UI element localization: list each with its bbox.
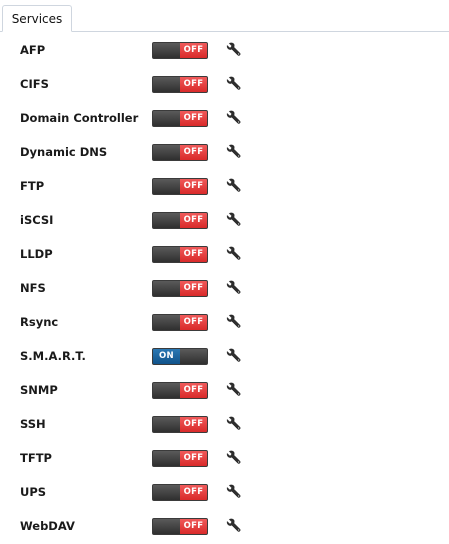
- toggle-knob: [153, 451, 181, 466]
- wrench-icon[interactable]: [226, 42, 242, 58]
- service-name: UPS: [20, 485, 47, 499]
- tab-bar: Services: [0, 0, 449, 32]
- service-name: S.M.A.R.T.: [20, 349, 86, 363]
- service-name: Rsync: [20, 315, 59, 329]
- toggle-state-label: OFF: [180, 383, 207, 398]
- service-toggle[interactable]: OFF: [152, 212, 208, 229]
- wrench-icon[interactable]: [226, 212, 242, 228]
- toggle-state-label: OFF: [180, 519, 207, 534]
- service-toggle[interactable]: OFF: [152, 280, 208, 297]
- toggle-knob: [153, 315, 181, 330]
- service-row-snmp: SNMP OFF: [0, 374, 449, 408]
- wrench-icon[interactable]: [226, 280, 242, 296]
- wrench-icon[interactable]: [226, 314, 242, 330]
- toggle-state-label: OFF: [180, 315, 207, 330]
- toggle-state-label: OFF: [180, 247, 207, 262]
- service-name: Domain Controller: [20, 111, 139, 125]
- service-toggle[interactable]: OFF: [152, 314, 208, 331]
- service-row-ups: UPS OFF: [0, 476, 449, 510]
- service-toggle[interactable]: ON: [152, 348, 208, 365]
- toggle-knob: [153, 77, 181, 92]
- toggle-state-label: OFF: [180, 111, 207, 126]
- wrench-icon[interactable]: [226, 484, 242, 500]
- toggle-knob: [153, 247, 181, 262]
- service-name: AFP: [20, 43, 46, 57]
- service-row-cifs: CIFS OFF: [0, 68, 449, 102]
- service-toggle[interactable]: OFF: [152, 76, 208, 93]
- service-name: SNMP: [20, 383, 58, 397]
- service-name: CIFS: [20, 77, 49, 91]
- service-row-s-m-a-r-t: S.M.A.R.T. ON: [0, 340, 449, 374]
- toggle-state-label: OFF: [180, 213, 207, 228]
- toggle-state-label: OFF: [180, 145, 207, 160]
- service-name: iSCSI: [20, 213, 54, 227]
- service-name: LLDP: [20, 247, 53, 261]
- toggle-state-label: OFF: [180, 43, 207, 58]
- wrench-icon[interactable]: [226, 518, 242, 534]
- service-toggle[interactable]: OFF: [152, 144, 208, 161]
- service-toggle[interactable]: OFF: [152, 382, 208, 399]
- wrench-icon[interactable]: [226, 76, 242, 92]
- service-row-dynamic-dns: Dynamic DNS OFF: [0, 136, 449, 170]
- toggle-state-label: OFF: [180, 485, 207, 500]
- service-toggle[interactable]: OFF: [152, 110, 208, 127]
- service-row-rsync: Rsync OFF: [0, 306, 449, 340]
- service-row-ftp: FTP OFF: [0, 170, 449, 204]
- service-name: SSH: [20, 417, 46, 431]
- toggle-knob: [153, 281, 181, 296]
- toggle-state-label: OFF: [180, 281, 207, 296]
- toggle-state-label: OFF: [180, 451, 207, 466]
- service-row-ssh: SSH OFF: [0, 408, 449, 442]
- service-row-domain-controller: Domain Controller OFF: [0, 102, 449, 136]
- service-row-webdav: WebDAV OFF: [0, 510, 449, 544]
- service-row-lldp: LLDP OFF: [0, 238, 449, 272]
- service-name: TFTP: [20, 451, 52, 465]
- wrench-icon[interactable]: [226, 450, 242, 466]
- service-row-nfs: NFS OFF: [0, 272, 449, 306]
- wrench-icon[interactable]: [226, 348, 242, 364]
- service-name: Dynamic DNS: [20, 145, 108, 159]
- toggle-knob: [153, 519, 181, 534]
- service-toggle[interactable]: OFF: [152, 246, 208, 263]
- toggle-knob: [153, 145, 181, 160]
- toggle-knob: [153, 383, 181, 398]
- toggle-state-label: ON: [153, 349, 180, 364]
- service-toggle[interactable]: OFF: [152, 178, 208, 195]
- service-toggle[interactable]: OFF: [152, 484, 208, 501]
- toggle-knob: [153, 485, 181, 500]
- toggle-state-label: OFF: [180, 417, 207, 432]
- toggle-knob: [153, 213, 181, 228]
- toggle-knob: [153, 179, 181, 194]
- service-toggle[interactable]: OFF: [152, 518, 208, 535]
- service-toggle[interactable]: OFF: [152, 416, 208, 433]
- service-toggle[interactable]: OFF: [152, 42, 208, 59]
- service-name: FTP: [20, 179, 45, 193]
- service-name: NFS: [20, 281, 46, 295]
- services-list: AFP OFF CIFS OFF Domain Controller OFF: [0, 34, 449, 544]
- wrench-icon[interactable]: [226, 110, 242, 126]
- service-name: WebDAV: [20, 519, 75, 533]
- wrench-icon[interactable]: [226, 416, 242, 432]
- service-row-tftp: TFTP OFF: [0, 442, 449, 476]
- toggle-state-label: OFF: [180, 179, 207, 194]
- service-row-iscsi: iSCSI OFF: [0, 204, 449, 238]
- tab-divider: [0, 31, 449, 32]
- service-toggle[interactable]: OFF: [152, 450, 208, 467]
- service-row-afp: AFP OFF: [0, 34, 449, 68]
- toggle-state-label: OFF: [180, 77, 207, 92]
- toggle-knob: [179, 349, 207, 364]
- tab-services[interactable]: Services: [2, 5, 72, 32]
- toggle-knob: [153, 43, 181, 58]
- toggle-knob: [153, 111, 181, 126]
- wrench-icon[interactable]: [226, 178, 242, 194]
- toggle-knob: [153, 417, 181, 432]
- wrench-icon[interactable]: [226, 382, 242, 398]
- wrench-icon[interactable]: [226, 246, 242, 262]
- wrench-icon[interactable]: [226, 144, 242, 160]
